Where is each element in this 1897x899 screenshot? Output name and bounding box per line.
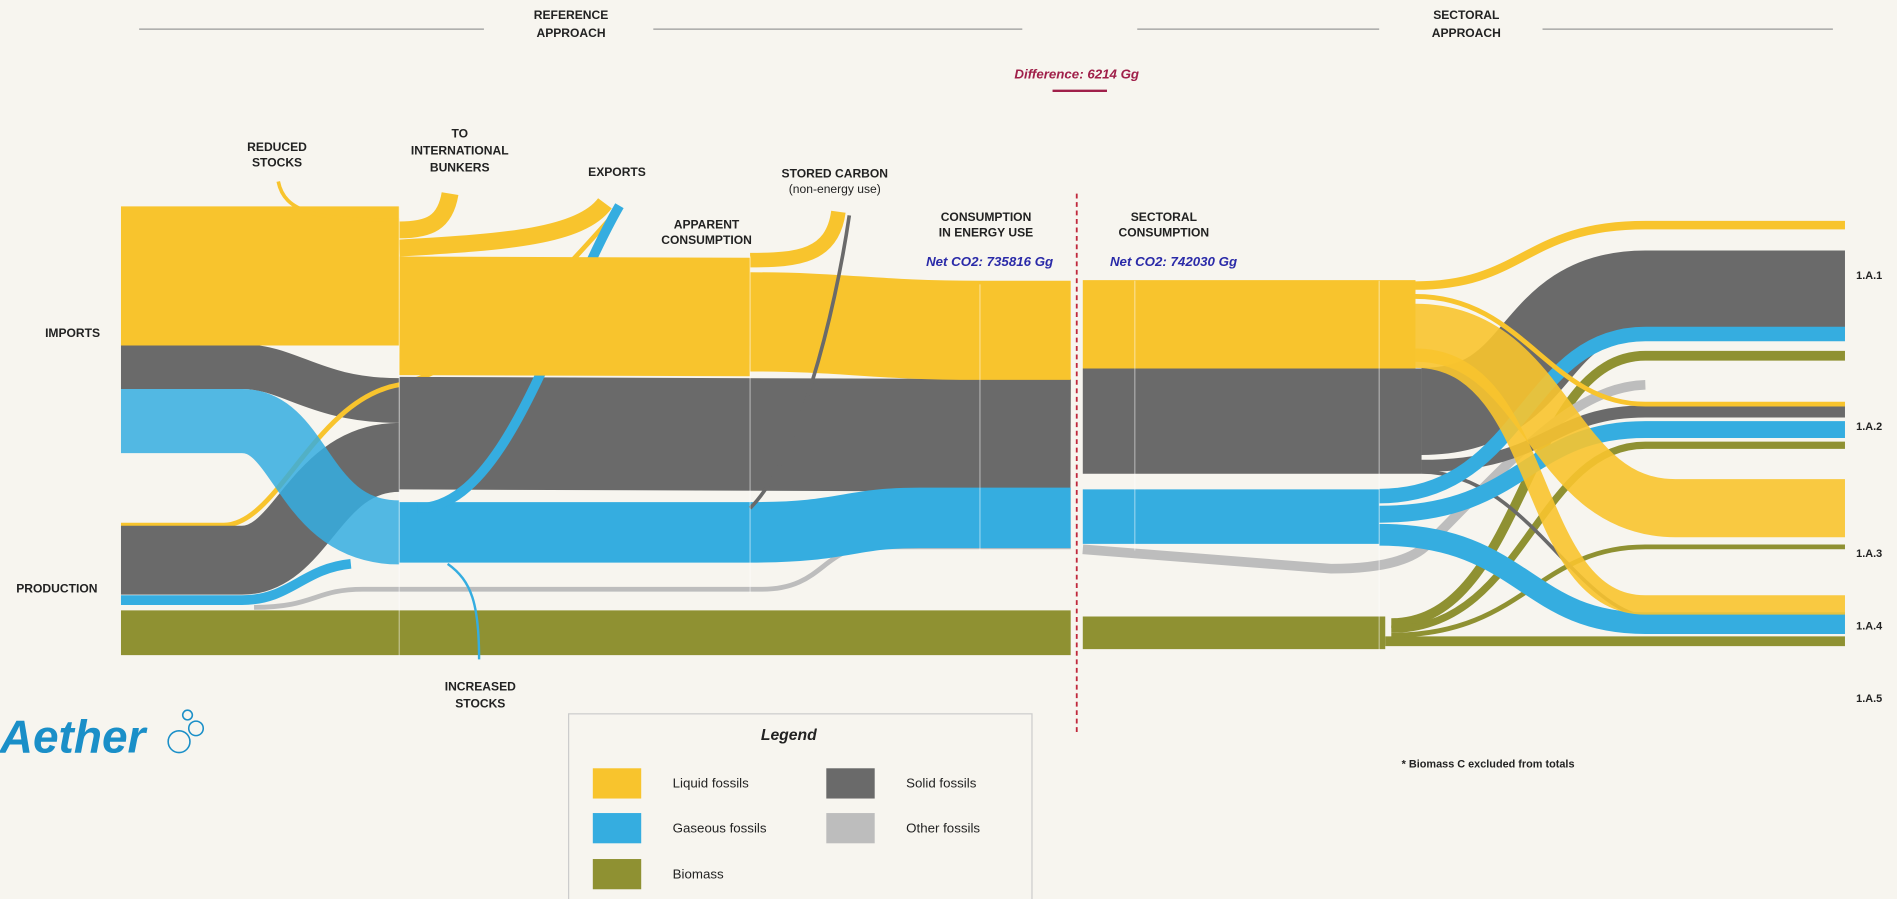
legend-swatch xyxy=(592,813,642,844)
flows xyxy=(120,181,1071,660)
sector-labels: 1.A.1 1.A.2 1.A.3 1.A.4 1.A.5 xyxy=(1856,270,1882,705)
legend-label: Other fossils xyxy=(906,820,980,835)
sector-label: 1.A.3 xyxy=(1856,548,1882,560)
header-sectoral: SECTORAL xyxy=(1433,8,1499,22)
node-label: APPARENT xyxy=(674,217,740,231)
legend-swatch xyxy=(592,768,642,799)
node-label: (non-energy use) xyxy=(789,182,881,196)
stage-lines xyxy=(398,205,1380,656)
header-sectoral: APPROACH xyxy=(1432,26,1501,40)
node-label: CONSUMPTION xyxy=(1119,226,1210,240)
node-label: EXPORTS xyxy=(588,165,646,179)
legend-label: Gaseous fossils xyxy=(673,820,767,835)
legend-swatch xyxy=(592,859,642,890)
sector-label: 1.A.5 xyxy=(1856,693,1882,705)
header-reference: APPROACH xyxy=(536,26,605,40)
node-label: SECTORAL xyxy=(1131,210,1197,224)
node-label: IMPORTS xyxy=(45,326,100,340)
node-label: PRODUCTION xyxy=(16,581,97,595)
node-label: CONSUMPTION xyxy=(941,210,1032,224)
legend-title: Legend xyxy=(761,727,817,744)
node-label: STORED CARBON xyxy=(782,166,888,180)
node-label: STOCKS xyxy=(252,156,302,170)
node-label: TO xyxy=(451,127,468,141)
node-label: INCREASED xyxy=(445,679,516,693)
legend-label: Biomass xyxy=(673,866,724,881)
net-co2: Net CO2: 735816 Gg xyxy=(926,254,1053,269)
legend-swatch xyxy=(826,813,875,844)
node-label: INTERNATIONAL xyxy=(411,143,509,157)
node-label: STOCKS xyxy=(455,696,505,710)
legend-label: Liquid fossils xyxy=(673,776,749,791)
legend-items: Liquid fossils Solid fossils Gaseous fossi… xyxy=(592,768,980,890)
header-reference: REFERENCE xyxy=(534,8,609,22)
legend-swatch xyxy=(826,768,875,799)
logo: Aether xyxy=(0,711,148,763)
node-label: BUNKERS xyxy=(430,160,490,174)
sector-label: 1.A.1 xyxy=(1856,270,1882,282)
flows-sectoral xyxy=(1082,220,1845,650)
legend-box xyxy=(568,713,1033,899)
difference: Difference: 6214 Gg xyxy=(1014,67,1139,82)
node-label: REDUCED xyxy=(247,140,307,154)
legend-label: Solid fossils xyxy=(906,776,977,791)
sector-label: 1.A.4 xyxy=(1856,621,1882,633)
net-co2: Net CO2: 742030 Gg xyxy=(1110,254,1237,269)
node-label: CONSUMPTION xyxy=(661,233,752,247)
node-label: IN ENERGY USE xyxy=(939,226,1033,240)
logo-bubbles xyxy=(167,709,205,754)
note: * Biomass C excluded from totals xyxy=(1402,759,1575,771)
sector-label: 1.A.2 xyxy=(1856,421,1882,433)
